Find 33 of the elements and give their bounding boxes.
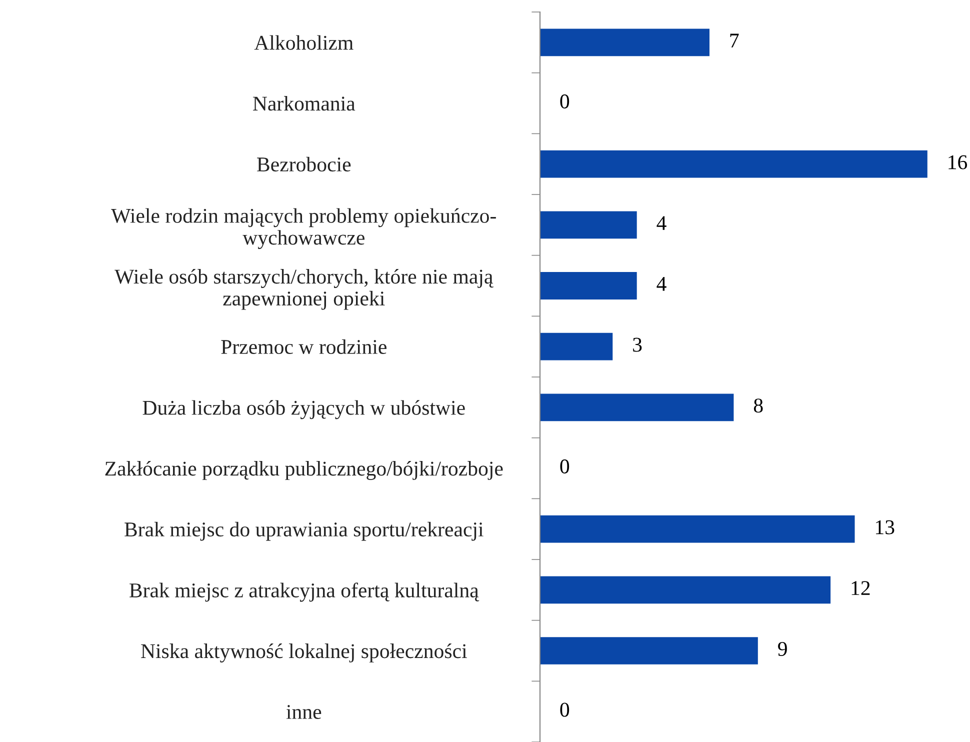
y-tick-label: Alkoholizm bbox=[254, 35, 354, 50]
bar bbox=[540, 394, 734, 422]
y-tick-label: Narkomania bbox=[253, 96, 356, 111]
y-tick-label: Przemoc w rodzinie bbox=[221, 339, 386, 354]
data-label: 13 bbox=[876, 520, 894, 534]
data-label: 16 bbox=[948, 155, 968, 170]
bar bbox=[540, 515, 855, 543]
bar bbox=[540, 272, 637, 300]
bar bbox=[540, 332, 613, 360]
data-label: 3 bbox=[633, 338, 642, 352]
y-tick-label: Niska aktywność lokalnej społeczności bbox=[141, 644, 467, 662]
data-label: 8 bbox=[754, 398, 763, 413]
y-tick-label: Duża liczba osób żyjących w ubóstwie bbox=[142, 400, 465, 420]
y-tick-label: inne bbox=[286, 705, 322, 720]
data-label: 9 bbox=[778, 642, 787, 656]
y-tick-label: Bezrobocie bbox=[257, 156, 351, 172]
data-label: 4 bbox=[656, 216, 666, 230]
data-label: 0 bbox=[560, 94, 570, 108]
bar bbox=[540, 28, 710, 56]
y-tick-label: Brak miejsc do uprawiania sportu/rekreacji bbox=[124, 522, 484, 541]
data-label: 0 bbox=[560, 702, 570, 717]
data-label: 12 bbox=[852, 581, 870, 595]
data-label: 0 bbox=[560, 459, 570, 474]
y-tick-label: Wiele rodzin mających problemy opiekuńczo- wychowawcze bbox=[111, 208, 496, 250]
y-tick-label: Zakłócanie porządku publicznego/bójki/rozboje bbox=[105, 461, 503, 480]
bar bbox=[540, 150, 928, 178]
bar bbox=[540, 576, 831, 604]
y-tick-label: Brak miejsc z atrakcyjna ofertą kulturalną bbox=[130, 582, 480, 602]
bar bbox=[540, 211, 637, 239]
y-tick-label: Wiele osób starszych/chorych, które nie mają zapewnionej opieki bbox=[114, 269, 494, 310]
data-label: 7 bbox=[730, 34, 739, 48]
data-label: 4 bbox=[656, 277, 666, 291]
bar bbox=[540, 637, 758, 664]
